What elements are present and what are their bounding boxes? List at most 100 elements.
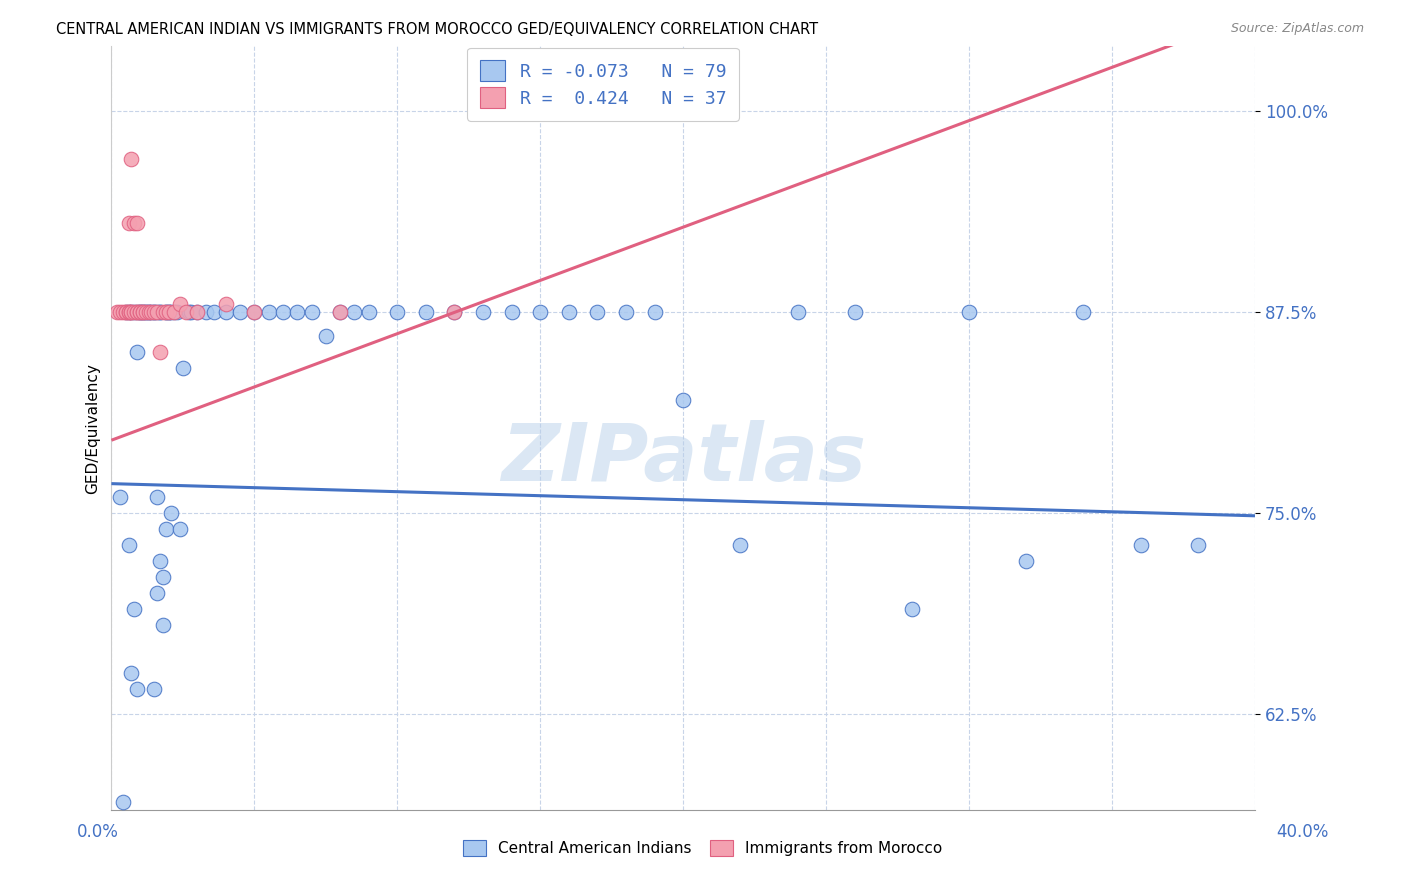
Point — [174, 304, 197, 318]
Point — [127, 304, 149, 318]
Point — [108, 490, 131, 504]
Point — [120, 304, 142, 318]
Point — [155, 522, 177, 536]
Point — [127, 344, 149, 359]
Point — [149, 304, 172, 318]
Point — [114, 304, 136, 318]
Point — [215, 304, 238, 318]
Point — [1187, 538, 1209, 552]
Point — [957, 304, 980, 318]
Point — [357, 304, 380, 318]
Point — [129, 304, 152, 318]
Point — [243, 304, 266, 318]
Point — [111, 304, 134, 318]
Text: CENTRAL AMERICAN INDIAN VS IMMIGRANTS FROM MOROCCO GED/EQUIVALENCY CORRELATION C: CENTRAL AMERICAN INDIAN VS IMMIGRANTS FR… — [56, 22, 818, 37]
Point — [105, 304, 128, 318]
Point — [415, 304, 437, 318]
Point — [149, 554, 172, 568]
Point — [901, 602, 924, 616]
Point — [472, 304, 495, 318]
Point — [343, 304, 366, 318]
Point — [152, 304, 174, 318]
Point — [1073, 304, 1095, 318]
Point — [129, 304, 152, 318]
Point — [120, 304, 142, 318]
Text: Source: ZipAtlas.com: Source: ZipAtlas.com — [1230, 22, 1364, 36]
Point — [243, 304, 266, 318]
Point — [117, 538, 139, 552]
Point — [1129, 538, 1152, 552]
Point — [135, 304, 157, 318]
Point — [285, 304, 308, 318]
Point — [138, 304, 160, 318]
Point — [143, 304, 166, 318]
Point — [644, 304, 666, 318]
Point — [301, 304, 323, 318]
Point — [120, 152, 142, 166]
Text: 0.0%: 0.0% — [77, 822, 120, 840]
Point — [169, 296, 191, 310]
Y-axis label: GED/Equivalency: GED/Equivalency — [86, 363, 100, 493]
Point — [143, 304, 166, 318]
Point — [160, 506, 183, 520]
Point — [127, 304, 149, 318]
Point — [730, 538, 752, 552]
Point — [586, 304, 609, 318]
Point — [166, 304, 188, 318]
Point — [132, 304, 155, 318]
Point — [163, 304, 186, 318]
Point — [141, 304, 163, 318]
Point — [387, 304, 409, 318]
Point — [117, 304, 139, 318]
Point — [157, 304, 180, 318]
Point — [120, 666, 142, 681]
Point — [146, 490, 169, 504]
Point — [124, 304, 146, 318]
Point — [129, 304, 152, 318]
Point — [501, 304, 523, 318]
Point — [146, 586, 169, 600]
Point — [157, 304, 180, 318]
Point — [143, 682, 166, 697]
Point — [114, 304, 136, 318]
Point — [202, 304, 225, 318]
Point — [257, 304, 280, 318]
Point — [443, 304, 465, 318]
Point — [117, 304, 139, 318]
Point — [186, 304, 208, 318]
Point — [132, 304, 155, 318]
Point — [155, 304, 177, 318]
Point — [138, 304, 160, 318]
Point — [169, 522, 191, 536]
Point — [786, 304, 808, 318]
Point — [215, 296, 238, 310]
Point — [163, 304, 186, 318]
Point — [129, 304, 152, 318]
Point — [132, 304, 155, 318]
Point — [229, 304, 252, 318]
Text: 40.0%: 40.0% — [1277, 822, 1329, 840]
Point — [124, 304, 146, 318]
Point — [329, 304, 352, 318]
Point — [186, 304, 208, 318]
Point — [529, 304, 551, 318]
Point — [614, 304, 637, 318]
Point — [138, 304, 160, 318]
Point — [149, 304, 172, 318]
Point — [132, 304, 155, 318]
Point — [149, 344, 172, 359]
Point — [124, 216, 146, 230]
Point — [155, 304, 177, 318]
Point — [157, 304, 180, 318]
Point — [172, 360, 194, 375]
Point — [194, 304, 217, 318]
Point — [143, 304, 166, 318]
Point — [124, 602, 146, 616]
Point — [315, 328, 337, 343]
Point — [146, 304, 169, 318]
Point — [146, 304, 169, 318]
Legend: Central American Indians, Immigrants from Morocco: Central American Indians, Immigrants fro… — [457, 834, 949, 862]
Point — [152, 570, 174, 584]
Point — [135, 304, 157, 318]
Point — [111, 795, 134, 809]
